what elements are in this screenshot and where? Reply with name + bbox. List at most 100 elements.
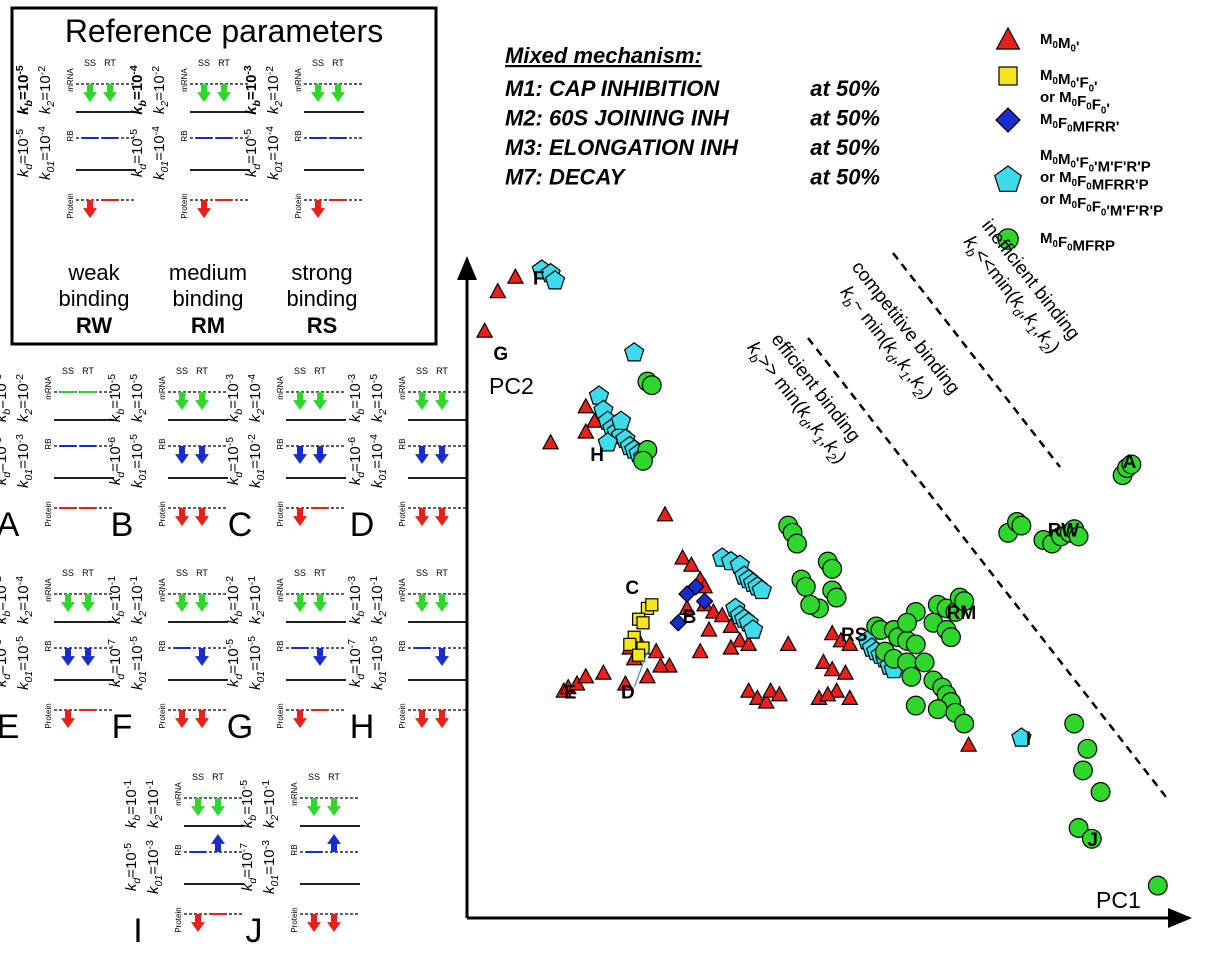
legend-label: M0M0'F0' xyxy=(1040,67,1098,95)
mrna-down-arrow-icon xyxy=(307,798,321,816)
param-kd: kd=10-5 xyxy=(14,129,35,177)
reference-caption-line2: binding xyxy=(173,286,244,311)
reference-caption-line1: strong xyxy=(291,260,352,285)
data-point xyxy=(897,612,917,633)
data-point xyxy=(623,342,645,362)
series-square xyxy=(623,598,659,662)
protein-down-arrow-icon xyxy=(191,914,205,932)
panel-letter: E xyxy=(0,708,19,746)
mrna-down-arrow-icon xyxy=(217,84,231,102)
data-point xyxy=(577,667,595,684)
param-k2: k2=10-2 xyxy=(14,374,35,422)
param-k2: k2=10-5 xyxy=(368,374,389,422)
data-point xyxy=(787,533,807,554)
rb-down-arrow-icon xyxy=(313,446,327,464)
data-point xyxy=(1147,875,1168,896)
param-k01: k01=10-4 xyxy=(150,126,171,180)
data-point xyxy=(739,635,758,652)
point-label: J xyxy=(1087,830,1098,851)
ss-label: SS xyxy=(84,58,96,68)
point-label: RW xyxy=(1048,520,1079,541)
mrna-label: mRNA xyxy=(276,578,285,602)
ss-label: SS xyxy=(192,772,204,782)
data-point xyxy=(544,270,566,290)
legend-item: M0M0'F0'M'F'R'Por M0F0MFRR'Por M0F0F0'M'… xyxy=(993,147,1163,219)
mrna-down-arrow-icon xyxy=(415,594,429,612)
reference-caption-line2: binding xyxy=(287,286,358,311)
panel-letter: A xyxy=(0,506,20,544)
data-point xyxy=(1073,760,1093,781)
rb-label: RB xyxy=(398,438,407,449)
data-point xyxy=(682,555,701,572)
data-point xyxy=(823,624,841,641)
reference-parameters-box: Reference parameters kd=10-5kb=10-5k01=1… xyxy=(10,6,438,346)
legend-label: M0M0'F0'M'F'R'P xyxy=(1040,147,1151,175)
mrna-down-arrow-icon xyxy=(191,798,205,816)
mrna-down-arrow-icon xyxy=(195,392,209,410)
x-axis-arrow-icon xyxy=(1168,908,1192,928)
protein-down-arrow-icon xyxy=(61,710,75,728)
data-point xyxy=(678,599,696,616)
data-point xyxy=(1011,515,1032,536)
mrna-down-arrow-icon xyxy=(175,594,189,612)
data-point xyxy=(633,450,653,471)
data-point xyxy=(954,591,975,612)
mrna-label: mRNA xyxy=(174,782,183,806)
protein-label: Protein xyxy=(158,703,167,728)
panel-letter: D xyxy=(350,506,375,544)
rb-label: RB xyxy=(44,438,53,449)
data-point xyxy=(475,321,494,338)
data-point xyxy=(541,433,560,450)
rb-label: RB xyxy=(158,640,167,651)
protein-label: Protein xyxy=(66,193,75,218)
mechanism-title: Mixed mechanism: xyxy=(505,43,702,68)
param-k01: k01=10-5 xyxy=(128,434,149,488)
data-point xyxy=(814,653,833,670)
data-point xyxy=(1011,727,1032,747)
mrna-label: mRNA xyxy=(398,376,407,400)
param-kb: kb=10-1 xyxy=(106,576,127,624)
protein-label: Protein xyxy=(44,501,53,526)
data-point xyxy=(800,594,821,615)
mechanism-item: M1: CAP INHIBITION xyxy=(505,76,720,101)
rt-label: RT xyxy=(436,568,448,578)
param-k01: k01=10-5 xyxy=(128,636,149,690)
protein-down-arrow-icon xyxy=(83,200,97,218)
data-point xyxy=(761,681,780,698)
protein-label: Protein xyxy=(276,501,285,526)
point-label: RS xyxy=(841,625,867,646)
param-kb: kb=10-3 xyxy=(346,374,367,422)
param-k2: k2=10-1 xyxy=(128,576,149,624)
series-pentagon xyxy=(531,259,1032,747)
mechanism-item: M7: DECAY xyxy=(505,165,627,190)
legend-marker-circle-icon xyxy=(997,228,1019,250)
param-k01: k01=10-5 xyxy=(14,636,35,690)
mrna-down-arrow-icon xyxy=(313,392,327,410)
protein-down-arrow-icon xyxy=(435,508,449,526)
mrna-down-arrow-icon xyxy=(415,392,429,410)
protein-down-arrow-icon xyxy=(307,914,321,932)
mechanism-value: at 50% xyxy=(810,135,880,160)
mrna-label: mRNA xyxy=(290,782,299,806)
data-point xyxy=(722,638,740,655)
rb-label: RB xyxy=(276,640,285,651)
point-label: A xyxy=(1123,452,1137,473)
param-kb: kb=10-2 xyxy=(0,576,13,624)
param-k01: k01=10-5 xyxy=(368,636,389,690)
param-kb: kb=10-5 xyxy=(106,374,127,422)
legend: M0M0'M0M0'F0'or M0F0F0'M0F0MFRR'M0M0'F0'… xyxy=(993,26,1163,255)
data-point xyxy=(638,667,657,684)
protein-label: Protein xyxy=(294,193,303,218)
rb-up-arrow-icon xyxy=(327,834,341,852)
param-k2: k2=10-5 xyxy=(128,374,149,422)
data-point xyxy=(1064,713,1085,734)
param-kd: kd=10-7 xyxy=(106,639,127,687)
panel-letter: C xyxy=(228,506,253,544)
rb-label: RB xyxy=(44,640,53,651)
legend-item: M0F0MFRP xyxy=(997,228,1115,255)
label-leader-line xyxy=(633,651,648,688)
param-kb: kb=10-3 xyxy=(242,65,263,115)
